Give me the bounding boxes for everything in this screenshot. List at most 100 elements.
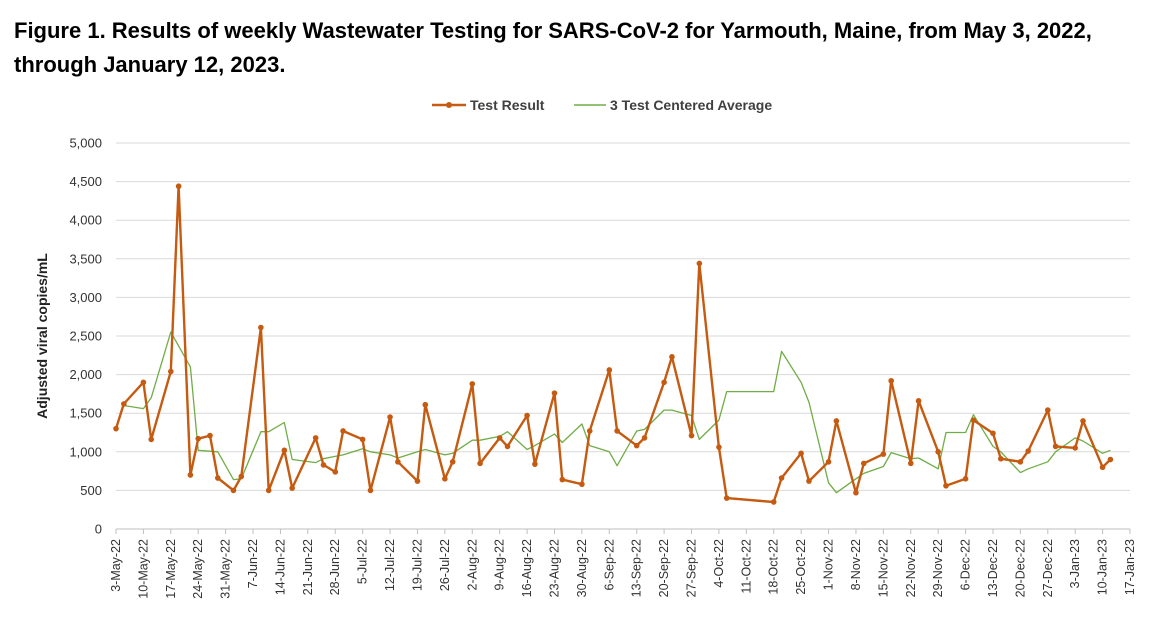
data-point bbox=[798, 450, 804, 457]
data-point bbox=[175, 183, 182, 190]
x-tick-label: 17-Jan-23 bbox=[1123, 539, 1137, 595]
y-axis-ticks: 0 500 1,000 1,500 2,000 2,500 3,000 3,500 4,000 4… bbox=[69, 136, 102, 537]
data-point bbox=[716, 444, 722, 450]
legend-centered-average-label: 3 Test Centered Average bbox=[610, 97, 772, 113]
x-tick-label: 20-Sep-22 bbox=[657, 539, 671, 597]
x-tick-label: 3-May-22 bbox=[109, 539, 123, 592]
data-point bbox=[606, 367, 613, 373]
data-point bbox=[907, 460, 914, 467]
data-point bbox=[320, 462, 327, 468]
data-point bbox=[258, 324, 264, 331]
x-tick-label: 5-Jul-22 bbox=[356, 539, 370, 584]
data-point bbox=[688, 432, 695, 439]
data-point bbox=[524, 412, 530, 419]
data-point bbox=[148, 436, 155, 443]
data-point bbox=[723, 495, 730, 501]
data-point bbox=[238, 473, 245, 480]
x-tick-label: 28-Jun-22 bbox=[328, 539, 342, 595]
data-point bbox=[414, 478, 421, 484]
data-point bbox=[833, 418, 840, 424]
y-axis-label: Adjusted viral copies/mL bbox=[34, 253, 50, 419]
x-tick-label: 1-Nov-22 bbox=[822, 539, 836, 590]
data-point bbox=[281, 447, 288, 454]
x-tick-label: 20-Dec-22 bbox=[1013, 539, 1027, 597]
data-point bbox=[943, 482, 949, 489]
data-point bbox=[559, 476, 566, 483]
x-tick-label: 27-Dec-22 bbox=[1041, 539, 1055, 597]
x-tick-label: 4-Oct-22 bbox=[712, 539, 726, 588]
y-tick-label: 5,000 bbox=[69, 136, 102, 151]
data-point bbox=[187, 472, 194, 478]
data-point bbox=[422, 401, 429, 408]
x-tick-label: 19-Jul-22 bbox=[410, 539, 424, 591]
data-point bbox=[121, 401, 127, 407]
x-tick-label: 16-Aug-22 bbox=[520, 539, 534, 597]
data-point bbox=[359, 436, 366, 443]
data-point bbox=[990, 430, 996, 437]
data-point bbox=[825, 459, 832, 465]
data-point bbox=[888, 377, 894, 384]
data-point bbox=[1052, 443, 1059, 450]
x-tick-label: 29-Nov-22 bbox=[931, 539, 945, 597]
data-point bbox=[367, 487, 374, 494]
x-tick-label: 26-Jul-22 bbox=[438, 539, 452, 591]
data-point bbox=[614, 428, 620, 434]
data-point bbox=[551, 390, 558, 396]
data-point bbox=[998, 455, 1004, 462]
legend: Test Result 3 Test Centered Average bbox=[432, 97, 772, 113]
data-point bbox=[806, 478, 812, 484]
x-tick-label: 21-Jun-22 bbox=[301, 539, 315, 595]
data-point bbox=[230, 487, 237, 494]
data-point bbox=[340, 428, 346, 434]
data-point bbox=[469, 381, 476, 387]
series-layer bbox=[113, 183, 1114, 505]
data-point bbox=[265, 487, 272, 494]
x-tick-label: 10-May-22 bbox=[136, 539, 150, 599]
data-point bbox=[1044, 407, 1051, 413]
y-tick-label: 1,000 bbox=[69, 444, 102, 459]
x-tick-label: 27-Sep-22 bbox=[685, 539, 699, 597]
x-tick-label: 12-Jul-22 bbox=[383, 539, 397, 591]
data-point bbox=[915, 398, 922, 404]
x-tick-label: 11-Oct-22 bbox=[739, 539, 753, 594]
data-point bbox=[442, 476, 448, 482]
gridlines bbox=[116, 142, 1130, 491]
x-tick-label: 13-Sep-22 bbox=[630, 539, 644, 597]
data-point bbox=[696, 260, 703, 267]
chart-title: Figure 1. Results of weekly Wastewater T… bbox=[14, 18, 1092, 77]
x-tick-label: 14-Jun-22 bbox=[273, 539, 287, 595]
x-axis-ticks: 3-May-22 10-May-22 17-May-22 24-May-22 31-Ma… bbox=[109, 529, 1137, 599]
series-line-centered-average bbox=[115, 331, 1111, 494]
x-tick-label: 23-Aug-22 bbox=[547, 539, 561, 597]
y-tick-label: 1,500 bbox=[69, 406, 102, 421]
data-point bbox=[962, 476, 969, 482]
x-tick-label: 15-Nov-22 bbox=[876, 539, 890, 597]
data-point bbox=[633, 442, 640, 449]
data-point bbox=[214, 475, 221, 481]
x-tick-label: 30-Aug-22 bbox=[575, 539, 589, 597]
data-point bbox=[880, 451, 887, 457]
data-point bbox=[778, 475, 785, 481]
x-tick-label: 31-May-22 bbox=[219, 539, 233, 599]
x-tick-label: 10-Jan-23 bbox=[1096, 539, 1110, 595]
x-tick-label: 17-May-22 bbox=[164, 539, 178, 599]
y-tick-label: 3,000 bbox=[69, 290, 102, 305]
data-point bbox=[770, 499, 777, 505]
data-point bbox=[579, 481, 585, 488]
x-tick-label: 7-Jun-22 bbox=[246, 539, 260, 588]
y-tick-label: 3,500 bbox=[69, 251, 102, 266]
data-point bbox=[449, 459, 456, 465]
data-point bbox=[1025, 448, 1032, 454]
x-tick-label: 25-Oct-22 bbox=[794, 539, 808, 595]
data-point bbox=[935, 449, 941, 455]
y-tick-label: 0 bbox=[95, 522, 102, 537]
y-tick-label: 4,000 bbox=[69, 213, 102, 228]
data-point bbox=[113, 425, 119, 432]
y-tick-label: 4,500 bbox=[69, 174, 102, 189]
x-tick-label: 9-Aug-22 bbox=[493, 539, 507, 590]
data-point bbox=[207, 432, 213, 439]
x-tick-label: 24-May-22 bbox=[191, 539, 205, 599]
x-tick-label: 18-Oct-22 bbox=[767, 539, 781, 595]
x-tick-label: 2-Aug-22 bbox=[465, 539, 479, 590]
